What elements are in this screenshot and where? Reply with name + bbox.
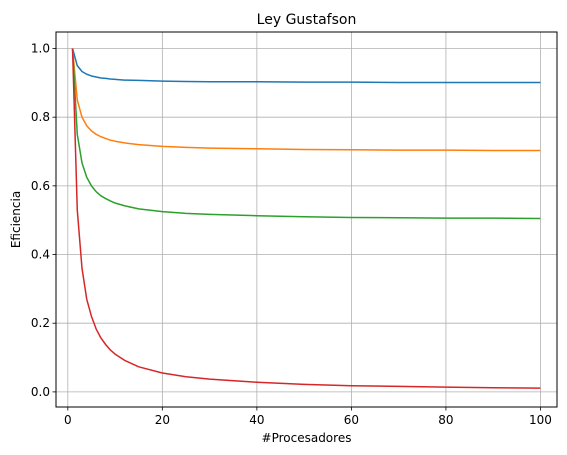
- y-axis-label: Eficiencia: [9, 191, 23, 248]
- y-tick-label: 0.4: [31, 248, 50, 262]
- x-tick-label: 100: [529, 413, 552, 427]
- x-tick-label: 20: [155, 413, 170, 427]
- plot-frame: [55, 31, 558, 408]
- series-line-4: [71, 48, 541, 389]
- x-tick-label: 0: [64, 413, 72, 427]
- y-tick-label: 0.8: [31, 110, 50, 124]
- series-line-1: [71, 48, 541, 84]
- x-tick-label: 80: [438, 413, 453, 427]
- x-tick-label: 60: [344, 413, 359, 427]
- y-tick-label: 1.0: [31, 41, 50, 55]
- series-lines: [71, 48, 541, 389]
- y-tick-label: 0.0: [31, 385, 50, 399]
- grid-lines: [56, 32, 557, 407]
- y-tick-label: 0.6: [31, 179, 50, 193]
- x-tick-label: 40: [249, 413, 264, 427]
- y-tick-label: 0.2: [31, 316, 50, 330]
- y-axis-ticks: 0.0 0.2 0.4 0.6 0.8 1.0: [31, 41, 56, 399]
- x-axis-label: #Procesadores: [262, 431, 352, 445]
- x-axis-ticks: 0 20 40 60 80 100: [64, 407, 552, 427]
- chart-title: Ley Gustafson: [257, 12, 357, 28]
- series-line-3: [71, 48, 541, 220]
- series-line-2: [71, 48, 541, 152]
